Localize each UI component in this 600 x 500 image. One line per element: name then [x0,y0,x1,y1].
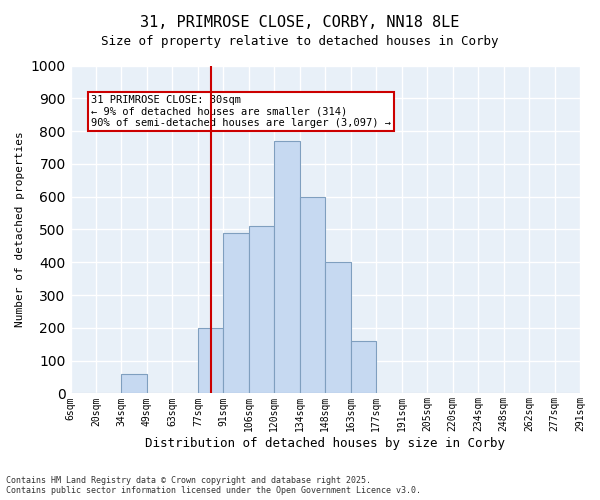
Text: 31, PRIMROSE CLOSE, CORBY, NN18 8LE: 31, PRIMROSE CLOSE, CORBY, NN18 8LE [140,15,460,30]
Bar [198,328,223,394]
Bar [121,374,147,394]
Text: Size of property relative to detached houses in Corby: Size of property relative to detached ho… [101,35,499,48]
Bar [325,262,351,394]
Bar [223,232,249,394]
Bar [249,226,274,394]
Bar [351,341,376,394]
Y-axis label: Number of detached properties: Number of detached properties [15,132,25,328]
Text: Contains HM Land Registry data © Crown copyright and database right 2025.
Contai: Contains HM Land Registry data © Crown c… [6,476,421,495]
Bar [300,196,325,394]
X-axis label: Distribution of detached houses by size in Corby: Distribution of detached houses by size … [145,437,505,450]
Bar [274,141,300,394]
Text: 31 PRIMROSE CLOSE: 80sqm
← 9% of detached houses are smaller (314)
90% of semi-d: 31 PRIMROSE CLOSE: 80sqm ← 9% of detache… [91,95,391,128]
